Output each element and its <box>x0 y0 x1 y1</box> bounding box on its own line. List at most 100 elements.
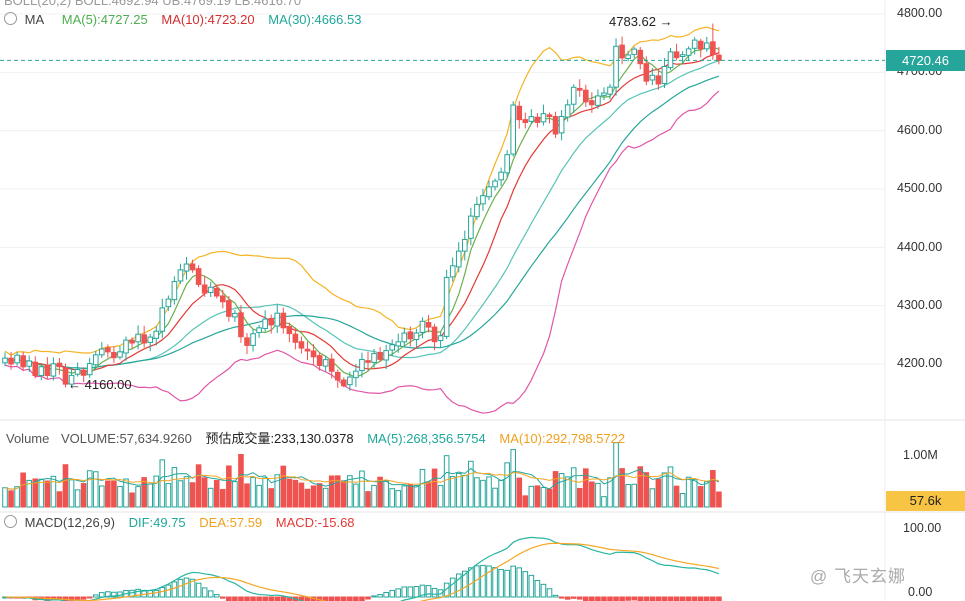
candle <box>268 318 274 326</box>
macd-histogram-bar <box>431 587 438 598</box>
candle <box>437 335 444 342</box>
price-tick: 4300.00 <box>897 298 943 312</box>
candle <box>68 374 75 385</box>
volume-bar <box>419 469 426 508</box>
macd-histogram-bar <box>99 592 105 598</box>
candle <box>704 42 710 50</box>
volume-bar <box>528 485 535 508</box>
volume-bar <box>353 483 359 508</box>
macd-legend: MACD(12,26,9) DIF:49.75 DEA:57.59 MACD:-… <box>4 515 355 530</box>
candle <box>328 358 335 372</box>
candle <box>244 337 250 346</box>
macd-histogram-bar <box>111 591 117 598</box>
ma5-legend: MA(5):4727.25 <box>61 12 148 27</box>
macd-histogram-bar <box>177 578 184 598</box>
macd-histogram-bar <box>371 595 377 598</box>
candle <box>480 195 486 205</box>
macd-histogram-bar <box>619 596 625 601</box>
volume-bar <box>607 477 613 508</box>
candle <box>631 48 638 55</box>
volume-bar <box>347 475 353 508</box>
macd-histogram-bar <box>165 584 172 598</box>
candle <box>673 51 680 59</box>
macd-histogram-bar <box>359 596 365 601</box>
volume-bar <box>691 478 698 508</box>
candle <box>44 365 51 376</box>
macd-histogram-bar <box>244 596 250 601</box>
volume-legend-name: Volume <box>6 431 50 446</box>
volume-bar <box>129 492 135 508</box>
volume-bar <box>589 481 595 508</box>
volume-bar <box>546 488 553 508</box>
macd-histogram-bar <box>105 591 111 598</box>
visibility-icon[interactable] <box>4 12 17 25</box>
candle <box>443 276 450 337</box>
macd-histogram-bar <box>486 565 492 598</box>
candle <box>667 51 674 69</box>
volume-bar <box>455 472 462 508</box>
volume-bar <box>395 490 402 508</box>
volume-bar <box>552 471 559 508</box>
boll-mid-line <box>4 60 720 370</box>
candle <box>486 186 492 198</box>
candle <box>153 330 160 339</box>
volume-bar <box>371 484 377 508</box>
candle <box>383 350 389 361</box>
macd-histogram-bar <box>455 573 462 598</box>
candle <box>685 48 692 56</box>
macd-histogram-bar <box>449 577 456 598</box>
volume-bar <box>268 488 274 508</box>
candle <box>322 359 329 367</box>
macd-histogram-bar <box>655 596 662 601</box>
volume-bar <box>141 477 147 508</box>
candle <box>716 54 722 61</box>
macd-histogram-bar <box>504 569 510 598</box>
volume-bar <box>86 470 93 508</box>
volume-bar <box>540 486 547 508</box>
volume-bar <box>631 483 638 508</box>
candle <box>165 298 172 308</box>
volume-bar <box>334 475 341 508</box>
volume-bar <box>498 479 504 508</box>
candle <box>643 63 650 82</box>
volume-bar <box>576 487 583 508</box>
macd-histogram-bar <box>643 596 650 601</box>
macd-histogram-bar <box>601 596 607 601</box>
candle <box>177 269 184 282</box>
macd-histogram-bar <box>704 596 710 601</box>
volume-bar <box>213 479 220 508</box>
candle <box>601 92 607 96</box>
candle <box>431 326 438 343</box>
volume-bar <box>583 468 589 508</box>
volume-bar <box>165 483 172 508</box>
volume-bar <box>389 488 395 508</box>
macd-histogram-bar <box>334 596 341 601</box>
candle <box>262 318 268 329</box>
candle <box>92 354 99 366</box>
volume-bar <box>504 462 510 508</box>
ma10-line <box>4 52 720 373</box>
candle <box>522 119 529 124</box>
candle <box>576 87 583 91</box>
price-tick: 4800.00 <box>897 6 943 20</box>
volume-bar <box>286 478 293 508</box>
volume-bar <box>637 466 644 508</box>
macd-histogram-bar <box>80 596 87 600</box>
candle <box>304 348 311 352</box>
candle <box>449 265 456 278</box>
candle <box>105 347 111 353</box>
candle <box>425 321 432 328</box>
macd-histogram-bar <box>595 596 601 601</box>
macd-visibility-icon[interactable] <box>4 515 17 528</box>
volume-value: VOLUME:57,634.9260 <box>61 431 192 446</box>
macd-histogram-bar <box>419 584 426 598</box>
candle <box>62 367 69 385</box>
ma30-legend: MA(30):4666.53 <box>268 12 362 27</box>
volume-bar <box>250 476 256 508</box>
candle <box>534 116 541 123</box>
macd-histogram-bar <box>685 596 692 601</box>
macd-histogram-bar <box>353 596 359 601</box>
volume-bar <box>625 484 631 508</box>
volume-bar <box>661 472 668 508</box>
